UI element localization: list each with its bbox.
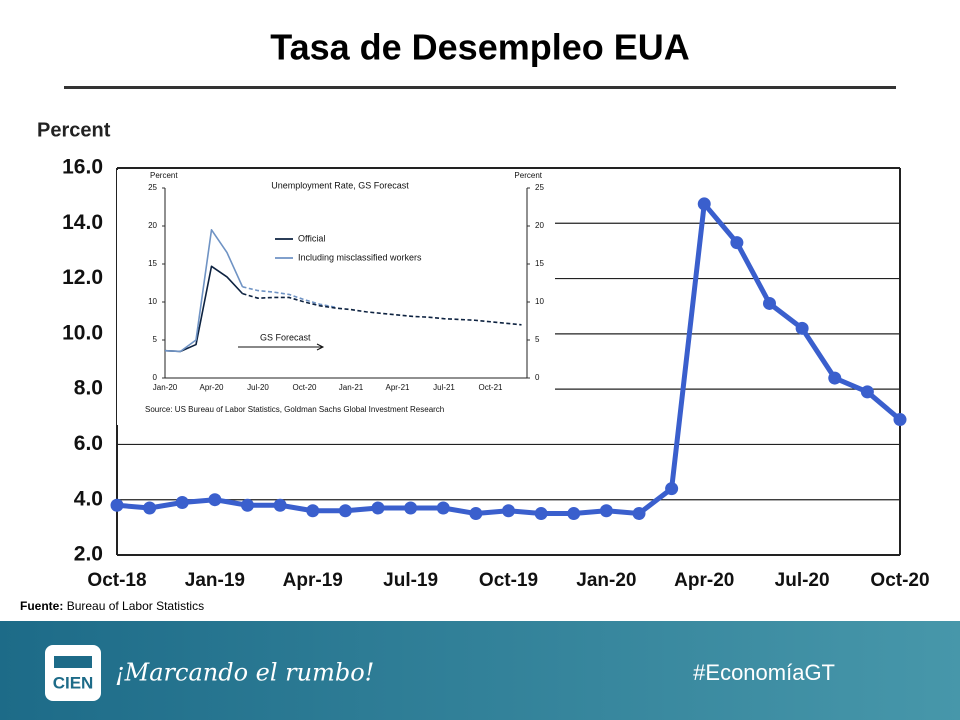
- data-point: [697, 197, 711, 211]
- logo-text: CIEN: [53, 673, 94, 692]
- inset-background: [117, 170, 555, 425]
- data-point: [306, 504, 320, 518]
- x-tick-label: Jan-20: [153, 383, 178, 392]
- x-tick-label: Oct-21: [478, 383, 503, 392]
- x-tick-label: Apr-21: [385, 383, 410, 392]
- inset-y-label: Percent: [150, 171, 178, 180]
- slide-title: Tasa de Desempleo EUA: [270, 27, 689, 68]
- data-point: [828, 371, 842, 385]
- legend-label: Including misclassified workers: [298, 252, 422, 262]
- x-tick-label: Oct-19: [479, 570, 538, 591]
- y2-tick-label: 25: [535, 183, 544, 192]
- y-tick-label: 12.0: [62, 266, 103, 289]
- series-line: [242, 292, 522, 326]
- x-tick-label: Jul-19: [383, 570, 438, 591]
- y-tick-label: 6.0: [74, 432, 103, 455]
- y-tick-label: 25: [148, 183, 157, 192]
- inset-y2-label: Percent: [514, 171, 542, 180]
- y-tick-label: 4.0: [74, 487, 103, 510]
- data-point: [632, 507, 646, 521]
- source-label: Fuente:: [20, 599, 63, 613]
- source-text: Bureau of Labor Statistics: [67, 599, 204, 613]
- data-point: [338, 504, 352, 518]
- y-tick-label: 5: [153, 335, 158, 344]
- y-axis-label: Percent: [37, 119, 111, 141]
- data-point: [208, 493, 222, 507]
- data-point: [599, 504, 613, 518]
- y2-tick-label: 0: [535, 373, 540, 382]
- y-tick-label: 8.0: [74, 377, 103, 400]
- y2-tick-label: 20: [535, 221, 544, 230]
- footer-band: [0, 621, 960, 720]
- x-tick-label: Apr-20: [199, 383, 224, 392]
- y2-tick-label: 15: [535, 259, 544, 268]
- y2-tick-label: 10: [535, 297, 544, 306]
- data-point: [665, 482, 679, 496]
- title-rule: [64, 86, 896, 89]
- data-point: [469, 507, 483, 521]
- data-point: [502, 504, 515, 518]
- data-point: [404, 501, 418, 515]
- inset-chart: 0 5 10 15 20 25 0 5 10 15 20 25 Jan-20 Apr-20 Jul-20 Oc…: [145, 171, 544, 414]
- data-point: [730, 236, 744, 250]
- x-tick-label: Jan-20: [576, 570, 636, 591]
- x-tick-label: Apr-19: [283, 570, 343, 591]
- annotation-arrow: [238, 343, 325, 351]
- y-tick-label: 20: [148, 221, 157, 230]
- data-point: [175, 495, 189, 509]
- x-tick-label: Jan-21: [339, 383, 364, 392]
- logo-mark: [54, 656, 92, 668]
- x-tick-label: Jul-20: [247, 383, 269, 392]
- y-tick-label: 0: [153, 373, 158, 382]
- inset-title: Unemployment Rate, GS Forecast: [271, 180, 409, 190]
- series-line: [242, 286, 336, 309]
- data-point: [436, 501, 450, 515]
- data-point: [241, 498, 254, 512]
- data-point: [860, 385, 874, 399]
- y-tick-label: 10.0: [62, 321, 103, 344]
- data-point: [110, 498, 124, 512]
- x-tick-label: Apr-20: [674, 570, 734, 591]
- data-point: [763, 296, 776, 310]
- data-point: [893, 413, 907, 427]
- x-tick-label: Oct-20: [292, 383, 317, 392]
- y-tick-label: 16.0: [62, 156, 103, 179]
- annotation: GS Forecast: [260, 332, 311, 342]
- x-tick-label: Jul-21: [433, 383, 455, 392]
- data-point: [795, 321, 809, 335]
- legend-label: Official: [298, 233, 325, 243]
- x-tick-label: Jan-19: [185, 570, 245, 591]
- hashtag: #EconomíaGT: [693, 660, 835, 685]
- y-tick-label: 14.0: [62, 211, 103, 234]
- main-chart: 2.0 4.0 6.0 8.0 10.0 12.0 14.0 16.0 Oct-18 Jan-19…: [62, 156, 929, 591]
- y-tick-label: 15: [148, 259, 157, 268]
- inset-source: Source: US Bureau of Labor Statistics, G…: [145, 405, 444, 414]
- source-note: Fuente: Bureau of Labor Statistics: [20, 599, 204, 613]
- series-line: [164, 229, 244, 353]
- data-point: [143, 501, 157, 515]
- x-tick-label: Jul-20: [775, 570, 830, 591]
- y2-tick-label: 5: [535, 335, 540, 344]
- x-tick-label: Oct-20: [870, 570, 929, 591]
- slogan: ¡Marcando el rumbo!: [115, 659, 374, 687]
- data-point: [534, 507, 548, 521]
- y-tick-label: 2.0: [74, 543, 103, 566]
- data-point: [567, 507, 581, 521]
- y-tick-label: 10: [148, 297, 157, 306]
- x-tick-label: Oct-18: [87, 570, 146, 591]
- data-point: [273, 498, 287, 512]
- data-point: [371, 501, 385, 515]
